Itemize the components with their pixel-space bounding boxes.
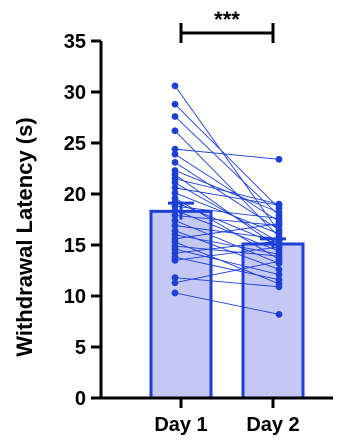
paired-line-23 bbox=[174, 223, 280, 240]
y-tick-label-15: 15 bbox=[64, 235, 86, 257]
bar-2 bbox=[241, 242, 305, 400]
data-point-day-2-31 bbox=[275, 257, 283, 265]
paired-line-32 bbox=[174, 292, 280, 315]
paired-line-29 bbox=[174, 246, 280, 261]
data-point-day-1-17 bbox=[171, 206, 179, 214]
data-point-day-2-26 bbox=[275, 271, 283, 278]
data-point-day-1-5 bbox=[171, 145, 179, 153]
data-point-day-2-29 bbox=[275, 243, 283, 251]
data-point-day-1-2 bbox=[171, 100, 179, 108]
data-point-day-2-12 bbox=[275, 201, 283, 209]
paired-line-20 bbox=[174, 225, 280, 240]
y-axis-label: Withdrawal Latency (s) bbox=[12, 117, 37, 356]
data-point-day-1-1 bbox=[171, 82, 179, 90]
paired-line-16 bbox=[174, 205, 280, 219]
paired-line-3 bbox=[174, 116, 280, 216]
paired-line-25 bbox=[174, 245, 280, 257]
y-tick-label-20: 20 bbox=[64, 184, 86, 206]
data-point-day-1-31 bbox=[171, 279, 179, 287]
x-tick-label-1: Day 1 bbox=[154, 414, 207, 436]
paired-line-10 bbox=[174, 178, 280, 205]
y-tick-label-30: 30 bbox=[64, 82, 86, 104]
data-point-day-1-4 bbox=[171, 127, 179, 135]
paired-line-27 bbox=[174, 240, 280, 254]
paired-line-4 bbox=[174, 130, 280, 238]
data-point-day-1-30 bbox=[171, 274, 179, 282]
plot-area: 0 5 10 15 20 25 30 35 Day 1 Day 2 *** bbox=[64, 7, 333, 436]
paired-line-2 bbox=[174, 103, 280, 209]
y-tick-label-35: 35 bbox=[64, 31, 86, 53]
data-point-day-1-11 bbox=[171, 179, 179, 187]
data-point-day-1-32 bbox=[171, 289, 179, 297]
paired-line-5 bbox=[174, 148, 280, 160]
paired-line-22 bbox=[174, 234, 280, 255]
data-point-day-2-16 bbox=[275, 215, 283, 222]
paired-line-12 bbox=[174, 187, 280, 206]
data-point-day-2-32 bbox=[275, 310, 283, 318]
data-point-day-2-30 bbox=[275, 283, 283, 291]
data-point-day-2-8 bbox=[275, 208, 283, 216]
data-point-day-1-19 bbox=[171, 217, 179, 224]
data-point-day-2-25 bbox=[275, 252, 283, 260]
data-point-day-1-6 bbox=[171, 150, 179, 158]
paired-line-9 bbox=[174, 174, 280, 249]
y-tick-label-10: 10 bbox=[64, 286, 86, 308]
data-point-day-1-13 bbox=[171, 189, 179, 197]
paired-line-13 bbox=[174, 192, 280, 235]
paired-line-24 bbox=[174, 241, 280, 285]
y-tick-label-25: 25 bbox=[64, 133, 86, 155]
significance-label: *** bbox=[214, 7, 240, 32]
data-point-day-1-7 bbox=[171, 158, 179, 166]
paired-line-26 bbox=[174, 248, 280, 276]
data-point-day-2-13 bbox=[275, 230, 283, 238]
data-point-day-1-18 bbox=[171, 212, 179, 219]
data-point-day-1-20 bbox=[171, 222, 179, 230]
x-tick-label-2: Day 2 bbox=[246, 414, 299, 436]
data-point-day-2-23 bbox=[275, 220, 283, 227]
bar-1 bbox=[149, 209, 213, 400]
data-point-day-1-3 bbox=[171, 113, 179, 120]
paired-line-28 bbox=[174, 256, 280, 281]
paired-line-1 bbox=[174, 85, 280, 233]
y-tick-label-5: 5 bbox=[75, 337, 86, 359]
paired-line-18 bbox=[174, 214, 280, 227]
paired-line-31 bbox=[174, 260, 280, 284]
data-point-day-1-12 bbox=[171, 184, 179, 192]
paired-line-21 bbox=[174, 230, 280, 270]
paired-line-6 bbox=[174, 153, 280, 222]
paired-line-7 bbox=[174, 162, 280, 231]
data-point-day-2-28 bbox=[275, 276, 283, 284]
y-tick-label-0: 0 bbox=[75, 388, 86, 410]
data-point-day-2-5 bbox=[275, 155, 283, 163]
data-point-day-1-29 bbox=[171, 256, 179, 264]
data-point-day-2-21 bbox=[275, 266, 283, 273]
